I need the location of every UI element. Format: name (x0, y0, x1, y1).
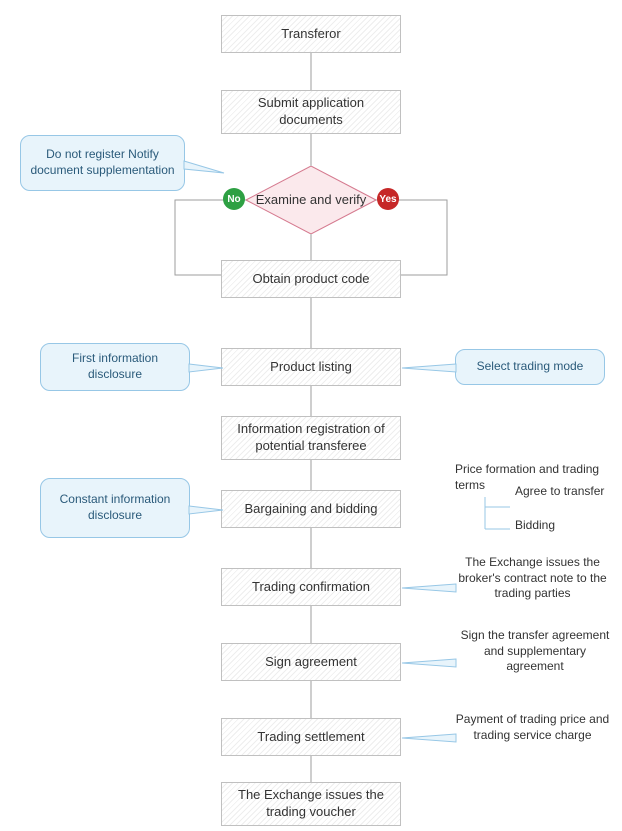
label: Examine and verify (256, 192, 367, 209)
bubble-price-tree: Price formation and trading terms Agree … (455, 462, 615, 542)
node-submit: Submit application documents (221, 90, 401, 134)
bubble-pointer-6 (402, 655, 456, 671)
price-opt-a: Agree to transfer (515, 484, 604, 500)
bubble-payment: Payment of trading price and trading ser… (455, 712, 610, 743)
bubble-pointer-5 (402, 580, 456, 596)
label: Sign the transfer agreement and suppleme… (461, 628, 610, 673)
label: Submit application documents (226, 95, 396, 129)
node-register: Information registration of potential tr… (221, 416, 401, 460)
node-listing: Product listing (221, 348, 401, 386)
label: Bargaining and bidding (245, 501, 378, 518)
label: Payment of trading price and trading ser… (456, 712, 609, 742)
node-sign: Sign agreement (221, 643, 401, 681)
label: Do not register Notify document suppleme… (27, 147, 178, 178)
yes-badge: Yes (377, 188, 399, 210)
node-voucher: The Exchange issues the trading voucher (221, 782, 401, 826)
label: No (227, 194, 240, 205)
label: The Exchange issues the trading voucher (226, 787, 396, 821)
bubble-not-register: Do not register Notify document suppleme… (20, 135, 185, 191)
label: First information disclosure (47, 351, 183, 382)
node-bargain: Bargaining and bidding (221, 490, 401, 528)
label: Sign agreement (265, 654, 357, 671)
bubble-broker: The Exchange issues the broker's contrac… (455, 555, 610, 602)
bubble-constant-disclosure: Constant information disclosure (40, 478, 190, 538)
no-badge: No (223, 188, 245, 210)
node-confirm: Trading confirmation (221, 568, 401, 606)
bubble-pointer-7 (402, 730, 456, 746)
label: Yes (379, 194, 396, 205)
bubble-sign-detail: Sign the transfer agreement and suppleme… (460, 628, 610, 675)
bubble-pointer-4 (189, 502, 223, 518)
node-transferor: Transferor (221, 15, 401, 53)
label: Obtain product code (252, 271, 369, 288)
label: Trading confirmation (252, 579, 370, 596)
node-obtain: Obtain product code (221, 260, 401, 298)
label: Product listing (270, 359, 352, 376)
label: Select trading mode (477, 359, 584, 375)
bubble-pointer-1 (184, 155, 224, 175)
label: Transferor (281, 26, 340, 43)
price-opt-b: Bidding (515, 518, 555, 534)
bubble-select-mode: Select trading mode (455, 349, 605, 385)
label: Constant information disclosure (47, 492, 183, 523)
node-settle: Trading settlement (221, 718, 401, 756)
bubble-pointer-3 (402, 360, 456, 376)
label: Trading settlement (257, 729, 364, 746)
bubble-first-disclosure: First information disclosure (40, 343, 190, 391)
label: The Exchange issues the broker's contrac… (458, 555, 606, 600)
label: Information registration of potential tr… (226, 421, 396, 455)
bubble-pointer-2 (189, 360, 223, 376)
node-examine-decision: Examine and verify (246, 166, 376, 234)
